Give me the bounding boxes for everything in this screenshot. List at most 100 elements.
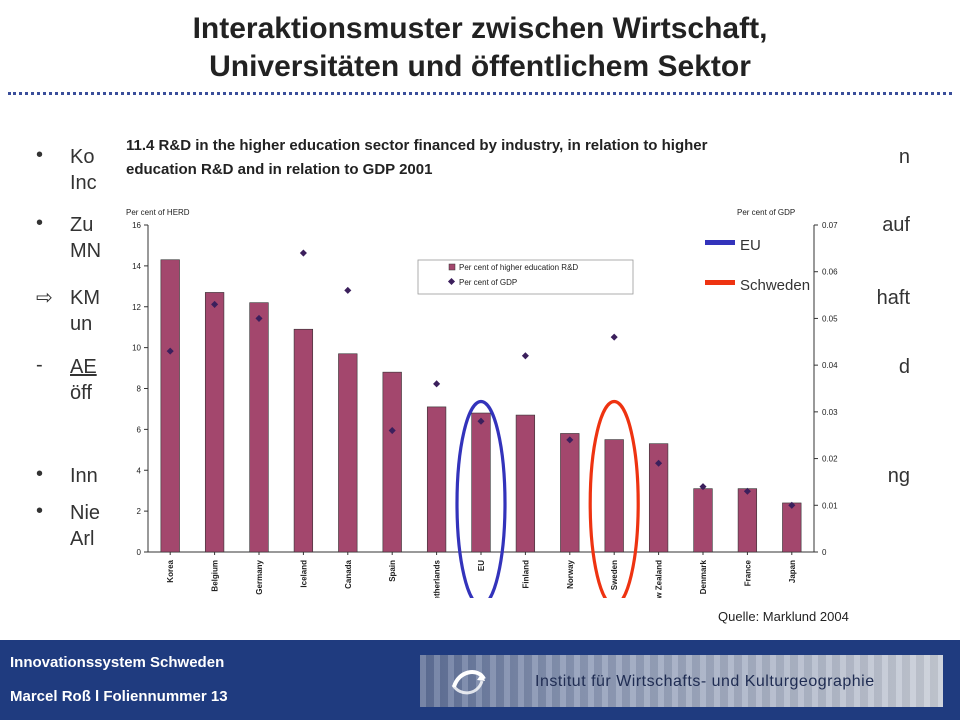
y-tick-label-right: 0.06 <box>822 268 838 277</box>
x-tick-label: Finland <box>521 560 530 589</box>
x-tick-label: Belgium <box>211 560 220 592</box>
y-tick-label-left: 4 <box>137 466 142 475</box>
bullet-text: KM un <box>70 287 100 335</box>
x-tick-label: Korea <box>166 559 175 582</box>
bullet-text: AE öff <box>70 356 97 404</box>
x-tick-label: Iceland <box>299 560 308 588</box>
bar-norway <box>560 433 580 553</box>
footer-author: Marcel Roß l Foliennummer 13 <box>10 688 228 705</box>
bar-france <box>737 488 758 553</box>
slide-title: Interaktionsmuster zwischen Wirtschaft, … <box>0 10 960 86</box>
bullet-marker: • <box>36 463 44 485</box>
point-denmark <box>699 483 707 491</box>
city-skyline-image <box>420 655 943 707</box>
x-tick-label: Canada <box>344 559 353 588</box>
y-tick-label-left: 10 <box>132 344 141 353</box>
bullet-text: Ko Inc <box>70 146 97 194</box>
point-germany <box>255 314 263 322</box>
y-tick-label-right: 0.02 <box>822 455 838 464</box>
bar-denmark <box>693 488 713 553</box>
y-tick-label-right: 0.03 <box>822 408 838 417</box>
y-tick-label-left: 8 <box>137 385 142 394</box>
y-tick-label-left: 0 <box>137 548 142 557</box>
point-new-zealand <box>655 459 663 467</box>
y-axis-right-label: Per cent of GDP <box>737 208 795 217</box>
point-korea <box>166 347 174 355</box>
y-tick-label-left: 2 <box>137 507 142 516</box>
bullet-text-right: haft <box>876 287 910 309</box>
point-sweden <box>610 333 618 341</box>
point-eu <box>477 417 485 425</box>
legend-bar-label: Per cent of higher education R&D <box>459 263 578 272</box>
bar-germany <box>249 302 269 553</box>
bullet-text-right: n <box>898 146 910 168</box>
bar-spain <box>382 371 402 553</box>
source-note: Quelle: Marklund 2004 <box>718 609 849 624</box>
point-iceland <box>299 249 307 257</box>
y-tick-label-left: 16 <box>132 221 141 230</box>
x-tick-label: New Zealand <box>655 560 664 598</box>
title-line-1: Interaktionsmuster zwischen Wirtschaft, <box>192 12 768 45</box>
x-tick-label: EU <box>477 560 486 571</box>
legend-diamond-swatch <box>447 277 456 286</box>
x-tick-label: Spain <box>388 560 397 582</box>
legend-bar-swatch <box>448 263 456 271</box>
legend-diamond-label: Per cent of GDP <box>459 278 517 287</box>
chart-svg: 11.4 R&D in the higher education sector … <box>126 137 838 609</box>
point-spain <box>388 427 396 435</box>
y-tick-label-right: 0.05 <box>822 314 838 323</box>
bullet-text-right: d <box>898 356 910 378</box>
bar-finland <box>515 414 536 553</box>
bar-iceland <box>293 328 314 553</box>
x-tick-label: Netherlands <box>433 559 442 598</box>
title-divider <box>8 92 952 95</box>
y-tick-label-right: 0.04 <box>822 361 838 370</box>
chart-title-line-2: education R&D and in relation to GDP 200… <box>126 161 432 178</box>
title-line-2: Universitäten und öffentlichem Sektor <box>209 50 751 83</box>
x-tick-label: France <box>743 559 752 586</box>
overlay-legend: EU Schweden <box>705 237 810 294</box>
x-tick-label: Japan <box>788 560 797 583</box>
x-tick-label: Norway <box>566 559 575 588</box>
y-axis-left-label: Per cent of HERD <box>126 208 190 217</box>
x-tick-label: Germany <box>255 559 264 594</box>
bullet-text: Inn <box>70 465 98 487</box>
bar-belgium <box>204 292 225 553</box>
chart-legend: Per cent of higher education R&D Per cen… <box>417 259 634 295</box>
point-norway <box>566 436 574 444</box>
logo-text: Institut für Wirtschafts- und Kulturgeog… <box>535 673 875 690</box>
y-tick-label-left: 12 <box>132 303 141 312</box>
bullet-marker: • <box>36 500 44 522</box>
footer-title: Innovationssystem Schweden <box>10 654 225 671</box>
bar-eu <box>471 412 491 553</box>
point-japan <box>788 501 796 509</box>
bar-korea <box>160 259 180 553</box>
bar-sweden <box>604 439 624 553</box>
y-tick-label-right: 0 <box>822 548 827 557</box>
chart-title-line-1: 11.4 R&D in the higher education sector … <box>126 137 708 154</box>
bullet-marker: • <box>36 144 44 166</box>
institute-logo-banner: Institut für Wirtschafts- und Kulturgeog… <box>420 655 943 707</box>
x-tick-label: Denmark <box>699 559 708 594</box>
globe-arrow-icon <box>451 670 486 695</box>
eu-legend-swatch <box>705 240 735 245</box>
sweden-legend-swatch <box>705 280 735 285</box>
y-tick-label-right: 0.07 <box>822 221 838 230</box>
bar-japan <box>782 502 802 553</box>
bar-netherlands <box>426 406 447 553</box>
bar-canada <box>338 353 358 553</box>
bullet-text-right: auf <box>882 214 910 236</box>
x-tick-label: Sweden <box>610 560 619 590</box>
arrow-icon: ⇨ <box>36 287 53 309</box>
y-tick-label-left: 14 <box>132 262 141 271</box>
point-netherlands <box>433 380 441 388</box>
point-finland <box>521 352 529 360</box>
bullet-text: Nie Arl <box>70 502 101 550</box>
eu-legend-label: EU <box>740 237 761 254</box>
bullet-marker: • <box>36 212 44 234</box>
bullet-marker: - <box>36 354 43 376</box>
y-tick-label-left: 6 <box>137 425 142 434</box>
point-france <box>743 487 751 495</box>
point-canada <box>344 286 352 294</box>
sweden-legend-label: Schweden <box>740 277 810 294</box>
